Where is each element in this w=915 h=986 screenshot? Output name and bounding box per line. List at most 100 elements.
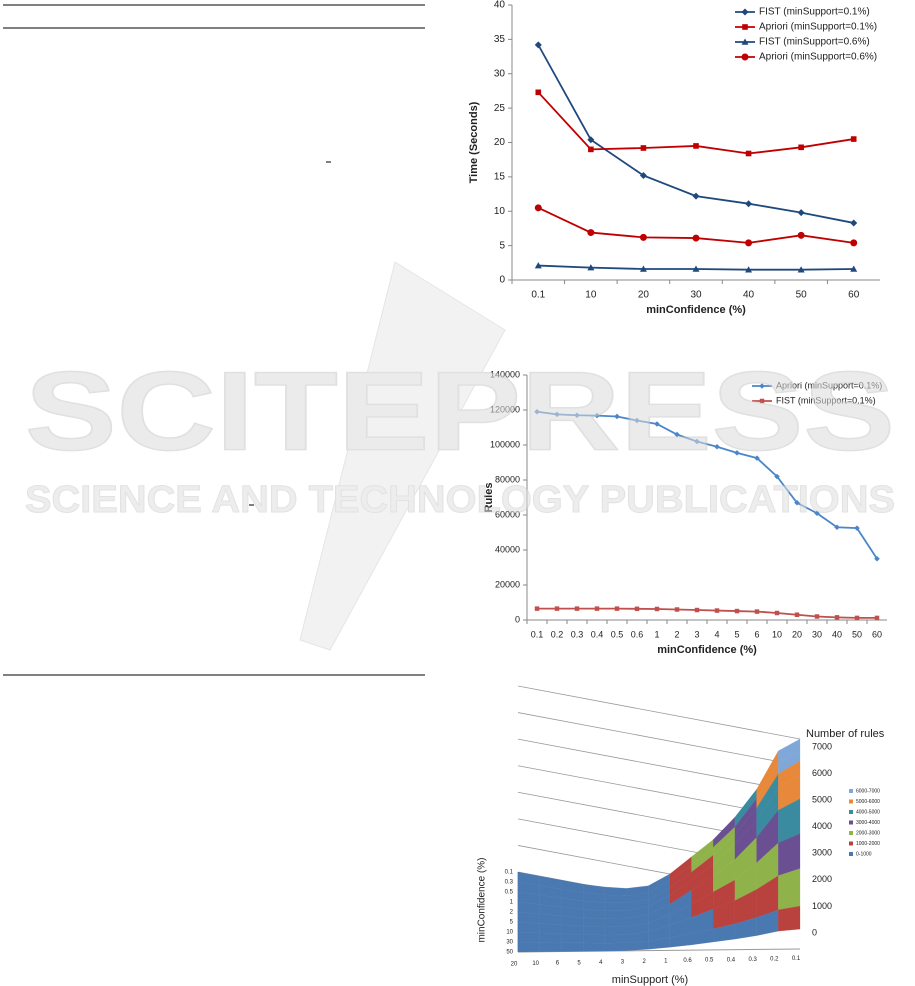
y-tick-label: 15: [494, 172, 506, 183]
series-line: [536, 410, 878, 560]
x-tick-label: 0.4: [591, 629, 604, 639]
legend-marker: [759, 383, 765, 389]
y-tick-label: 40000: [495, 544, 520, 554]
y-tick-label: 140000: [490, 369, 520, 379]
y-tick-label: 1: [510, 900, 514, 906]
marker: [693, 143, 699, 149]
x-tick-label: 20: [511, 962, 518, 968]
x-tick-label: 40: [743, 290, 755, 301]
legend-label: 4000-5000: [856, 809, 880, 815]
grid-line: [517, 712, 801, 766]
marker: [654, 421, 660, 427]
y-tick-label: 0.3: [505, 880, 514, 886]
watermark-title: SCITEPRESS: [25, 349, 895, 474]
legend-label: 2000-3000: [856, 830, 880, 836]
y-tick-label: 35: [494, 34, 506, 45]
watermark-shape: [299, 261, 506, 651]
legend-swatch: [849, 820, 853, 825]
legend-swatch: [849, 831, 853, 835]
marker: [694, 438, 700, 445]
marker: [639, 265, 647, 272]
legend-swatch: [849, 810, 853, 814]
surface-cell: [561, 924, 584, 935]
z-tick-label: 3000: [812, 848, 832, 858]
x-tick-label: 0.5: [705, 958, 714, 964]
y-tick-label: 2: [510, 910, 514, 916]
x-tick-label: 0.3: [571, 629, 584, 639]
marker: [797, 231, 805, 239]
legend-label: 6000-7000: [856, 788, 880, 794]
y-axis-label: minConfidence (%): [477, 857, 488, 942]
marker: [714, 608, 720, 613]
marker: [734, 450, 740, 456]
x-tick-label: 0.1: [792, 956, 801, 962]
marker: [534, 41, 542, 49]
x-tick-label: 30: [690, 290, 702, 301]
marker: [850, 219, 858, 227]
surface-cell: [582, 942, 605, 952]
y-tick-label: 120000: [490, 404, 520, 414]
surface-cell: [517, 941, 540, 953]
surface-cell: [604, 894, 627, 904]
marker: [834, 524, 840, 531]
legend-label: FIST (minSupport=0.1%): [776, 395, 876, 405]
surface-cell: [582, 900, 605, 911]
x-axis-label: minConfidence (%): [646, 304, 746, 316]
marker: [850, 265, 858, 272]
surface-cell: [539, 932, 562, 943]
x-tick-label: 4: [599, 960, 603, 966]
marker: [754, 609, 760, 614]
marker: [874, 615, 880, 621]
marker: [797, 266, 805, 273]
surface-cell: [561, 933, 584, 944]
marker: [798, 144, 804, 151]
x-tick-label: 50: [852, 629, 862, 639]
marker: [814, 510, 820, 517]
surface-cell: [604, 942, 627, 952]
y-tick-label: 10: [506, 930, 513, 936]
marker: [814, 614, 820, 619]
marker: [854, 615, 860, 621]
legend-swatch: [849, 852, 853, 856]
surface-cell: [582, 925, 605, 936]
surface-cell: [626, 940, 649, 951]
marker: [774, 610, 780, 616]
x-tick-label: 10: [585, 290, 597, 301]
marker: [587, 264, 595, 271]
x-tick-label: 50: [796, 290, 808, 301]
surface-cell: [561, 915, 584, 927]
y-tick-label: 5: [499, 240, 505, 251]
surface-cell: [604, 934, 627, 944]
x-tick-label: 5: [577, 960, 581, 966]
z-tick-label: 6000: [812, 768, 832, 778]
y-tick-label: 40: [494, 0, 506, 11]
marker: [774, 473, 780, 480]
watermark-subtitle: SCIENCE AND TECHNOLOGY PUBLICATIONS: [25, 479, 895, 521]
marker: [850, 136, 857, 142]
marker: [535, 89, 542, 96]
y-tick-label: 0.1: [505, 870, 514, 876]
marker: [692, 192, 700, 200]
marker: [692, 234, 700, 242]
x-axis-label: minSupport (%): [612, 974, 688, 986]
x-tick-label: 0.6: [631, 629, 644, 639]
x-tick-label: 60: [848, 290, 860, 301]
marker: [587, 136, 595, 144]
legend-label: Apriori (minSupport=0.1%): [759, 22, 877, 33]
x-tick-label: 0.2: [770, 956, 779, 962]
marker: [745, 239, 753, 247]
surface-cell: [539, 942, 562, 952]
marker: [745, 200, 753, 208]
z-tick-label: 5000: [812, 795, 832, 805]
y-tick-label: 80000: [495, 474, 520, 484]
x-tick-label: 10: [532, 961, 539, 967]
marker: [745, 266, 753, 273]
legend-label: 0-1000: [856, 851, 872, 857]
y-tick-label: 10: [494, 206, 506, 217]
marker: [574, 606, 580, 611]
y-tick-label: 100000: [490, 439, 520, 449]
legend-swatch: [849, 841, 853, 846]
marker: [594, 606, 600, 611]
x-tick-label: 0.1: [531, 290, 545, 301]
